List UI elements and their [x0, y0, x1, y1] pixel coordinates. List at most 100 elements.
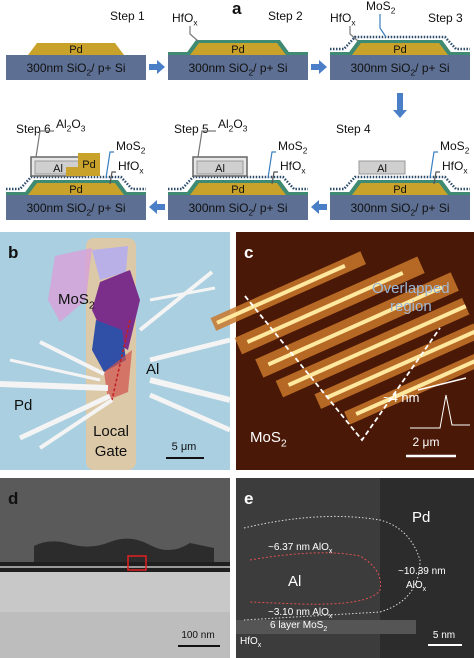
step-title: Step 2	[268, 9, 303, 23]
label-part: HfO	[330, 11, 351, 25]
label-part: HfO	[172, 11, 193, 25]
label-part: x	[463, 166, 468, 176]
panel-label: b	[8, 243, 18, 262]
substrate-label: 300nm SiO2/ p+ Si	[188, 61, 287, 78]
pd-label: Pd	[393, 44, 406, 56]
electrode	[149, 337, 231, 363]
label-part: 300nm SiO	[188, 201, 248, 215]
gate-label: Gate	[95, 443, 128, 460]
label-part: 300nm SiO	[350, 61, 410, 75]
process-arrow	[311, 60, 327, 74]
ribbon-edge	[287, 301, 473, 387]
substrate-label: 300nm SiO2/ p+ Si	[350, 201, 449, 218]
hfo-label: HfOx	[442, 159, 468, 176]
scale-label: 5 μm	[172, 441, 197, 453]
label-part: HfO	[280, 159, 301, 173]
substrate	[330, 195, 470, 220]
ribbon-edge	[216, 264, 346, 325]
electrode	[149, 286, 216, 302]
device-stack	[34, 538, 214, 562]
mos2-label: MoS2	[278, 139, 308, 156]
label-part: x	[351, 18, 356, 28]
label-part: 6 layer MoS	[270, 620, 324, 631]
panel-label: d	[8, 489, 18, 508]
ribbon-edge	[267, 285, 443, 367]
electrode	[149, 377, 231, 403]
panel-label: e	[244, 489, 253, 508]
step-title: Step 3	[428, 11, 463, 25]
callout	[433, 171, 440, 185]
label-part: 2	[281, 438, 287, 450]
height-profile	[410, 394, 470, 429]
pd-layer	[352, 43, 448, 55]
label-part: / p+ Si	[253, 61, 287, 75]
label-part: 2	[87, 208, 92, 218]
flake	[92, 246, 128, 280]
label-part: 2	[89, 300, 95, 312]
mos2-layer	[6, 175, 146, 191]
electrode	[138, 270, 214, 332]
mos2-label: MoS2	[116, 139, 146, 156]
label-part: AlO	[406, 580, 423, 591]
mos2-layer	[168, 175, 308, 191]
label-part: ~3.10 nm AlO	[268, 607, 329, 618]
step-title: Step 5	[174, 122, 209, 136]
label-part: 2	[249, 68, 254, 78]
pd-label: Pd	[393, 184, 406, 196]
label-part: 300nm SiO	[26, 61, 86, 75]
callout	[35, 130, 54, 158]
electrode	[0, 381, 109, 391]
callout	[267, 151, 276, 179]
callout	[109, 171, 116, 185]
callout	[379, 14, 387, 38]
label-part: HfO	[442, 159, 463, 173]
label-part: x	[329, 613, 333, 620]
gate-label: Local	[93, 423, 129, 440]
al2o3-label: Al2O3	[218, 117, 248, 134]
pd-label: Pd	[14, 397, 32, 414]
pd-layer	[28, 43, 124, 55]
mos2-label: 6 layer MoS2	[270, 620, 327, 633]
label-part: ~6.37 nm AlO	[268, 542, 329, 553]
dotted-outline	[249, 552, 382, 605]
substrate-region	[0, 612, 230, 658]
process-arrow	[393, 93, 407, 118]
label-part: 2	[465, 146, 470, 156]
substrate-label: 300nm SiO2/ p+ Si	[188, 201, 287, 218]
mos2-layers	[236, 620, 416, 634]
substrate-label: 300nm SiO2/ p+ Si	[26, 61, 125, 78]
flake	[48, 248, 92, 322]
al-label: Al	[215, 163, 225, 175]
label-part: x	[423, 586, 427, 593]
label-part: MoS	[250, 429, 281, 446]
substrate-label: 300nm SiO2/ p+ Si	[26, 201, 125, 218]
al-label: Al	[146, 361, 159, 378]
label-part: 2	[87, 68, 92, 78]
label-part: 2	[411, 68, 416, 78]
callout	[271, 171, 278, 185]
callout	[429, 151, 438, 179]
label-part: O	[71, 117, 80, 131]
label-part: HfO	[240, 636, 258, 647]
mos2-label: MoS2	[366, 0, 396, 16]
step-title: Step 6	[16, 122, 51, 136]
label-part: 2	[229, 124, 234, 134]
electrode	[9, 358, 101, 382]
label-part: Al	[218, 117, 229, 131]
label-part: / p+ Si	[91, 61, 125, 75]
al-electrode	[358, 160, 406, 175]
callout	[197, 130, 216, 158]
thickness-label: ~3.10 nm AlOx	[268, 607, 333, 620]
label-part: MoS	[440, 139, 465, 153]
pd-layer	[190, 43, 286, 55]
mos2-label: MoS2	[250, 429, 287, 450]
label-part: / p+ Si	[415, 201, 449, 215]
label-part: MoS	[116, 139, 141, 153]
layer-band	[0, 566, 230, 568]
thickness-label: AlOx	[406, 580, 427, 593]
hfo-label: HfOx	[240, 636, 262, 649]
hfo-label: HfOx	[330, 11, 356, 28]
region-label: region	[390, 298, 432, 315]
hfo-label: HfOx	[280, 159, 306, 176]
